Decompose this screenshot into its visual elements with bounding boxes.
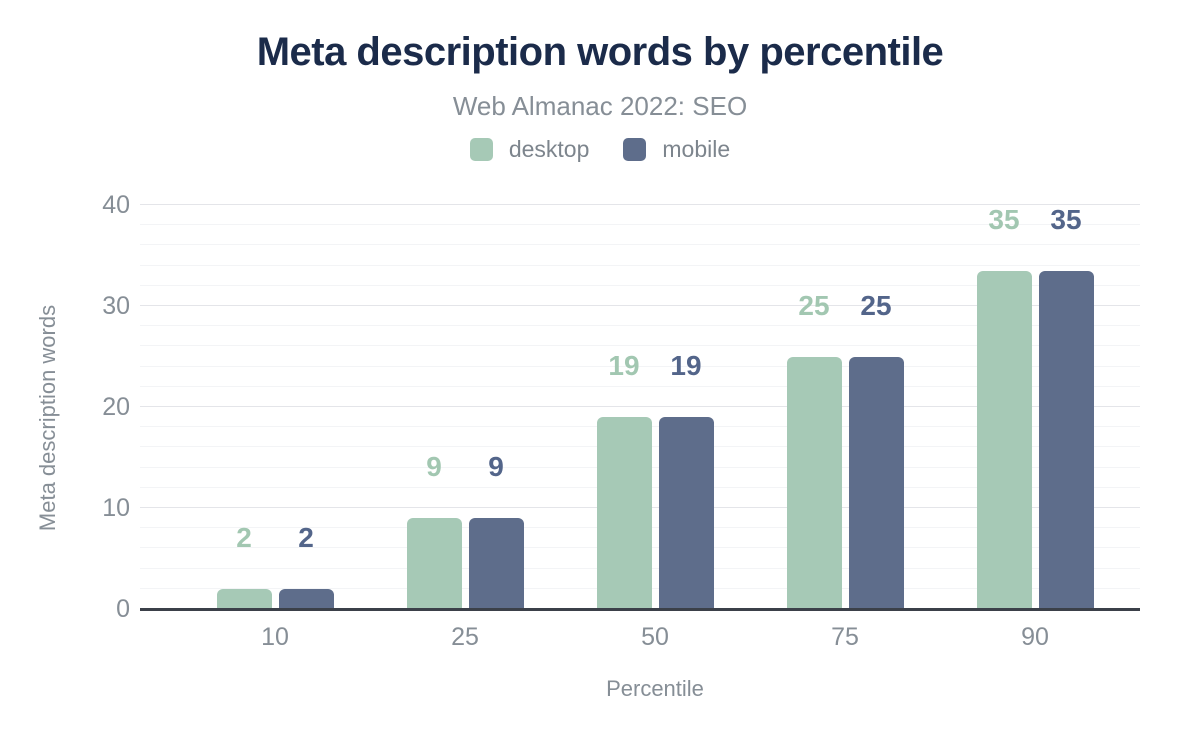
gridline-minor xyxy=(140,264,1140,266)
x-tick-label: 90 xyxy=(1021,623,1049,651)
y-tick-label: 40 xyxy=(102,191,130,219)
value-label-mobile: 35 xyxy=(1050,204,1082,235)
gridline-minor xyxy=(140,284,1140,286)
bar-mobile xyxy=(848,356,904,609)
x-tick-label: 50 xyxy=(641,623,669,651)
gridline-major xyxy=(140,204,1140,205)
chart-subtitle: Web Almanac 2022: SEO xyxy=(452,91,748,121)
value-label-mobile: 19 xyxy=(670,350,702,382)
y-tick-label: 30 xyxy=(102,292,130,320)
x-tick-label: 10 xyxy=(261,623,289,651)
legend-item-mobile: mobile xyxy=(623,136,730,163)
bar-column-mobile: 35 xyxy=(1038,204,1094,609)
legend-swatch-desktop xyxy=(469,138,493,161)
value-label-desktop: 35 xyxy=(988,204,1020,235)
plot-area: 2 2 10 9 9 25 19 19 50 25 25 75 35 35 90 xyxy=(140,204,1140,651)
legend-label-desktop: desktop xyxy=(508,136,590,162)
bar-column-desktop: 2 xyxy=(216,205,272,609)
bar-desktop xyxy=(596,417,652,609)
chart-title: Meta description words by percentile xyxy=(256,30,944,74)
bar-mobile xyxy=(658,417,714,609)
bar-column-desktop: 25 xyxy=(786,205,842,609)
legend-label-mobile: mobile xyxy=(662,136,731,162)
x-axis-title: Percentile xyxy=(606,676,704,701)
bar-column-mobile: 2 xyxy=(278,205,334,609)
y-tick-label: 0 xyxy=(116,595,130,623)
bar-mobile xyxy=(1038,271,1094,609)
x-tick-label: 25 xyxy=(451,623,479,651)
bar-desktop xyxy=(406,518,462,609)
gridline-major xyxy=(140,406,1140,407)
bar-column-desktop: 9 xyxy=(406,205,462,609)
value-label-desktop: 9 xyxy=(426,451,442,483)
bar-mobile xyxy=(278,588,334,609)
x-tick-label: 75 xyxy=(831,623,859,651)
value-label-mobile: 9 xyxy=(488,451,504,483)
x-axis-line xyxy=(140,608,1140,611)
bar-group-90: 35 35 90 xyxy=(940,204,1130,651)
bar-group-50: 19 19 50 xyxy=(560,205,750,651)
gridline-minor xyxy=(140,385,1140,387)
value-label-desktop: 19 xyxy=(608,350,640,382)
value-label-mobile: 25 xyxy=(860,289,892,321)
bar-column-mobile: 19 xyxy=(658,205,714,609)
bar-groups: 2 2 10 9 9 25 19 19 50 25 25 75 35 35 90 xyxy=(180,204,1130,651)
bar-group-75: 25 25 75 xyxy=(750,205,940,651)
value-label-mobile: 2 xyxy=(298,521,314,553)
gridline-major xyxy=(140,305,1140,306)
y-axis-title: Meta description words xyxy=(35,304,60,532)
y-tick-label: 10 xyxy=(102,494,130,522)
value-label-desktop: 2 xyxy=(236,521,252,553)
legend-item-desktop: desktop xyxy=(469,136,590,163)
gridline-minor xyxy=(140,325,1140,327)
gridline-minor xyxy=(140,365,1140,367)
bar-mobile xyxy=(468,518,524,609)
gridline-minor xyxy=(140,244,1140,246)
y-tick-label: 20 xyxy=(102,393,130,421)
gridline-minor xyxy=(140,224,1140,226)
bar-group-25: 9 9 25 xyxy=(370,205,560,651)
bar-column-desktop: 19 xyxy=(596,205,652,609)
legend: desktop mobile xyxy=(0,136,1200,163)
bar-column-desktop: 35 xyxy=(976,204,1032,609)
bar-column-mobile: 25 xyxy=(848,205,904,609)
gridline-minor xyxy=(140,345,1140,347)
bar-desktop xyxy=(976,271,1032,609)
legend-swatch-mobile xyxy=(623,138,647,161)
bar-desktop xyxy=(216,588,272,609)
value-label-desktop: 25 xyxy=(798,289,830,321)
bar-desktop xyxy=(786,356,842,609)
bar-group-10: 2 2 10 xyxy=(180,205,370,651)
bar-column-mobile: 9 xyxy=(468,205,524,609)
